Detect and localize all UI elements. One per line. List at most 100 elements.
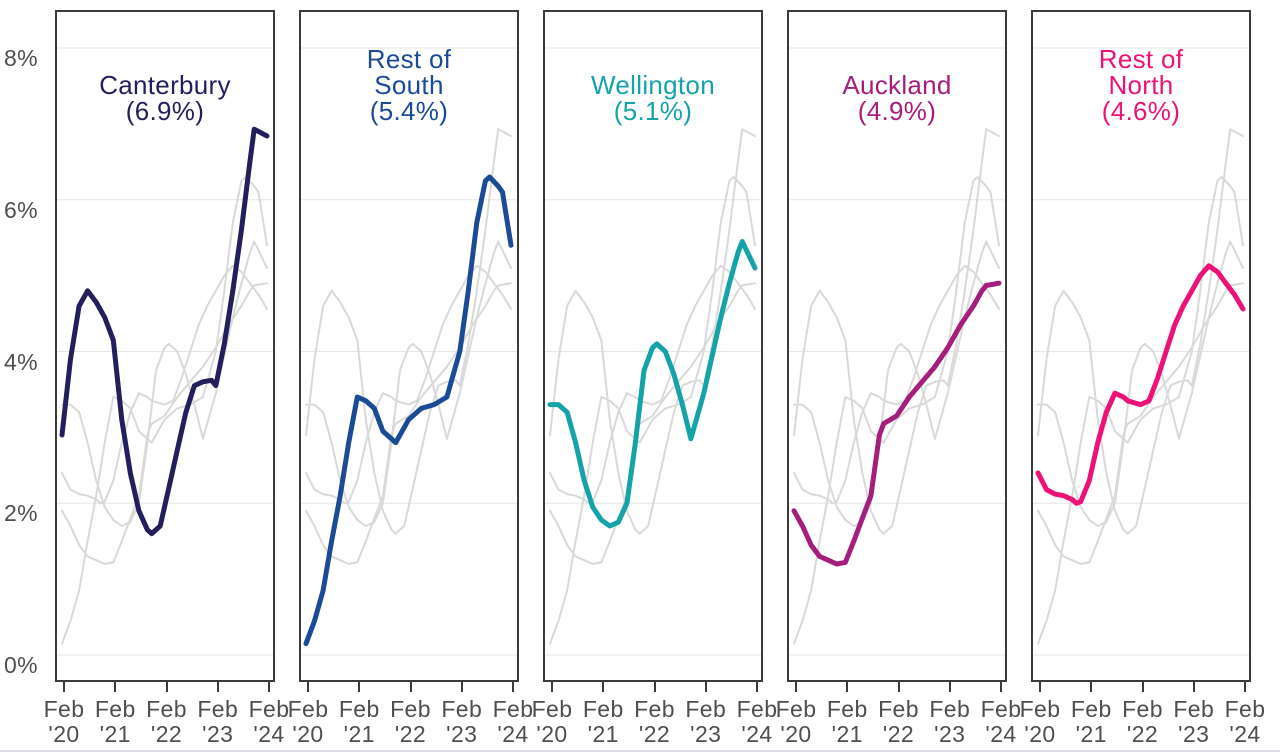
x-tick-label-line: Feb <box>980 696 1022 722</box>
line-canterbury-gray <box>793 128 1000 535</box>
line-rest-of-south-gray <box>793 176 1000 645</box>
line-auckland-gray <box>1037 282 1244 565</box>
x-tick-label-20: Feb '20 <box>26 697 102 747</box>
line-rest-of-south-gray <box>549 176 756 645</box>
x-tick-label-23: Feb '23 <box>180 697 256 747</box>
x-tick-22 <box>165 682 168 692</box>
panel-rest-of-north: Rest of North (4.6%) Feb '20 Feb '21 Feb '22 Feb '… <box>1020 10 1265 747</box>
y-axis-label-6: 6% <box>3 196 38 223</box>
x-tick-label-23: Feb '23 <box>1156 697 1232 747</box>
x-tick-24 <box>268 682 270 692</box>
line-wellington-gray <box>305 240 512 527</box>
x-tick-20 <box>307 682 309 692</box>
x-tick-23 <box>460 682 463 692</box>
x-tick-22 <box>1141 682 1144 692</box>
x-tick-label-line: Feb <box>441 696 483 722</box>
x-tick-24 <box>756 682 758 692</box>
x-tick-label-line: '22 <box>638 721 671 747</box>
plot-area-rest-of-south <box>301 47 517 656</box>
y-axis-label-2: 2% <box>3 500 38 527</box>
line-rest-of-north-gray <box>549 264 756 505</box>
x-tick-label-24: Feb '24 <box>719 697 795 747</box>
x-tick-label-line: Feb <box>94 696 136 722</box>
line-wellington-gray <box>1037 240 1244 527</box>
x-tick-label-line: '21 <box>343 721 375 747</box>
x-tick-21 <box>358 682 361 692</box>
line-rest-of-north-gray <box>793 264 1000 505</box>
x-tick-20 <box>551 682 553 692</box>
x-tick-label-line: '24 <box>1229 721 1261 747</box>
x-tick-24 <box>1000 682 1002 692</box>
x-tick-label-line: '23 <box>934 721 966 747</box>
line-auckland-gray <box>549 282 756 565</box>
x-tick-label-line: Feb <box>685 696 727 722</box>
line-canterbury <box>59 126 270 537</box>
x-tick-20 <box>795 682 797 692</box>
x-tick-label-24: Feb '24 <box>1207 697 1280 747</box>
plot-area-auckland <box>789 47 1005 656</box>
line-rest-of-north-gray <box>61 264 268 505</box>
plot-area-wellington <box>545 47 761 656</box>
x-tick-label-line: '21 <box>1075 721 1107 747</box>
x-tick-label-21: Feb '21 <box>1053 697 1129 747</box>
x-tick-label-23: Feb '23 <box>424 697 500 747</box>
x-tick-label-20: Feb '20 <box>758 697 834 747</box>
x-tick-label-line: '21 <box>831 721 863 747</box>
x-tick-21 <box>1090 682 1093 692</box>
x-tick-label-line: Feb <box>43 696 85 722</box>
line-rest-of-north <box>1035 263 1246 506</box>
x-tick-label-23: Feb '23 <box>912 697 988 747</box>
panel-auckland: Auckland (4.9%) Feb '20 Feb '21 Feb '22 Feb '23 Fe… <box>776 10 1021 747</box>
line-wellington <box>547 239 758 529</box>
x-tick-label-line: Feb <box>287 696 329 722</box>
x-tick-label-line: '20 <box>292 721 324 747</box>
x-tick-label-line: Feb <box>775 696 817 722</box>
x-tick-label-21: Feb '21 <box>77 697 153 747</box>
x-tick-label-line: '22 <box>394 721 427 747</box>
line-auckland <box>791 280 1002 567</box>
x-tick-label-line: '23 <box>202 721 234 747</box>
x-tick-label-line: Feb <box>1173 696 1215 722</box>
x-tick-label-line: '24 <box>497 721 529 747</box>
x-tick-label-21: Feb '21 <box>809 697 885 747</box>
x-tick-label-line: Feb <box>929 696 971 722</box>
panel-rest-of-south: Rest of South (5.4%) Feb '20 Feb '21 Feb '22 Feb '… <box>288 10 533 747</box>
x-tick-label-line: Feb <box>1070 696 1112 722</box>
x-tick-21 <box>602 682 605 692</box>
x-tick-label-20: Feb '20 <box>270 697 346 747</box>
line-canterbury-gray <box>1037 128 1244 535</box>
x-tick-label-line: Feb <box>390 696 431 722</box>
x-tick-label-line: Feb <box>492 696 534 722</box>
x-tick-label-24: Feb '24 <box>475 697 551 747</box>
x-tick-label-line: Feb <box>634 696 675 722</box>
x-tick-23 <box>704 682 707 692</box>
x-tick-23 <box>1192 682 1195 692</box>
x-tick-label-line: '20 <box>48 721 80 747</box>
x-tick-label-line: '22 <box>1126 721 1159 747</box>
x-tick-label-line: '20 <box>536 721 568 747</box>
x-tick-label-line: Feb <box>1122 696 1163 722</box>
x-tick-label-line: Feb <box>1224 696 1266 722</box>
x-tick-label-22: Feb '22 <box>861 697 937 747</box>
x-tick-label-line: '20 <box>1024 721 1056 747</box>
x-tick-label-23: Feb '23 <box>668 697 744 747</box>
panels-row: Canterbury (6.9%) Feb '20 Feb '21 Feb '22 Feb '23… <box>44 10 1265 747</box>
x-tick-label-line: Feb <box>531 696 573 722</box>
x-tick-label-20: Feb '20 <box>1002 697 1078 747</box>
x-tick-label-22: Feb '22 <box>129 697 205 747</box>
line-auckland-gray <box>61 282 268 565</box>
line-canterbury-gray <box>549 128 756 535</box>
line-canterbury-gray <box>305 128 512 535</box>
x-tick-24 <box>1244 682 1246 692</box>
x-tick-label-22: Feb '22 <box>373 697 449 747</box>
x-tick-21 <box>846 682 849 692</box>
x-tick-20 <box>63 682 65 692</box>
line-rest-of-south-gray <box>1037 176 1244 645</box>
y-axis: 8% 6% 4% 2% 0% <box>0 10 40 682</box>
x-tick-label-line: Feb <box>1019 696 1061 722</box>
line-wellington-gray <box>793 240 1000 527</box>
x-tick-label-line: Feb <box>197 696 239 722</box>
x-tick-24 <box>512 682 514 692</box>
x-tick-label-line: Feb <box>146 696 187 722</box>
